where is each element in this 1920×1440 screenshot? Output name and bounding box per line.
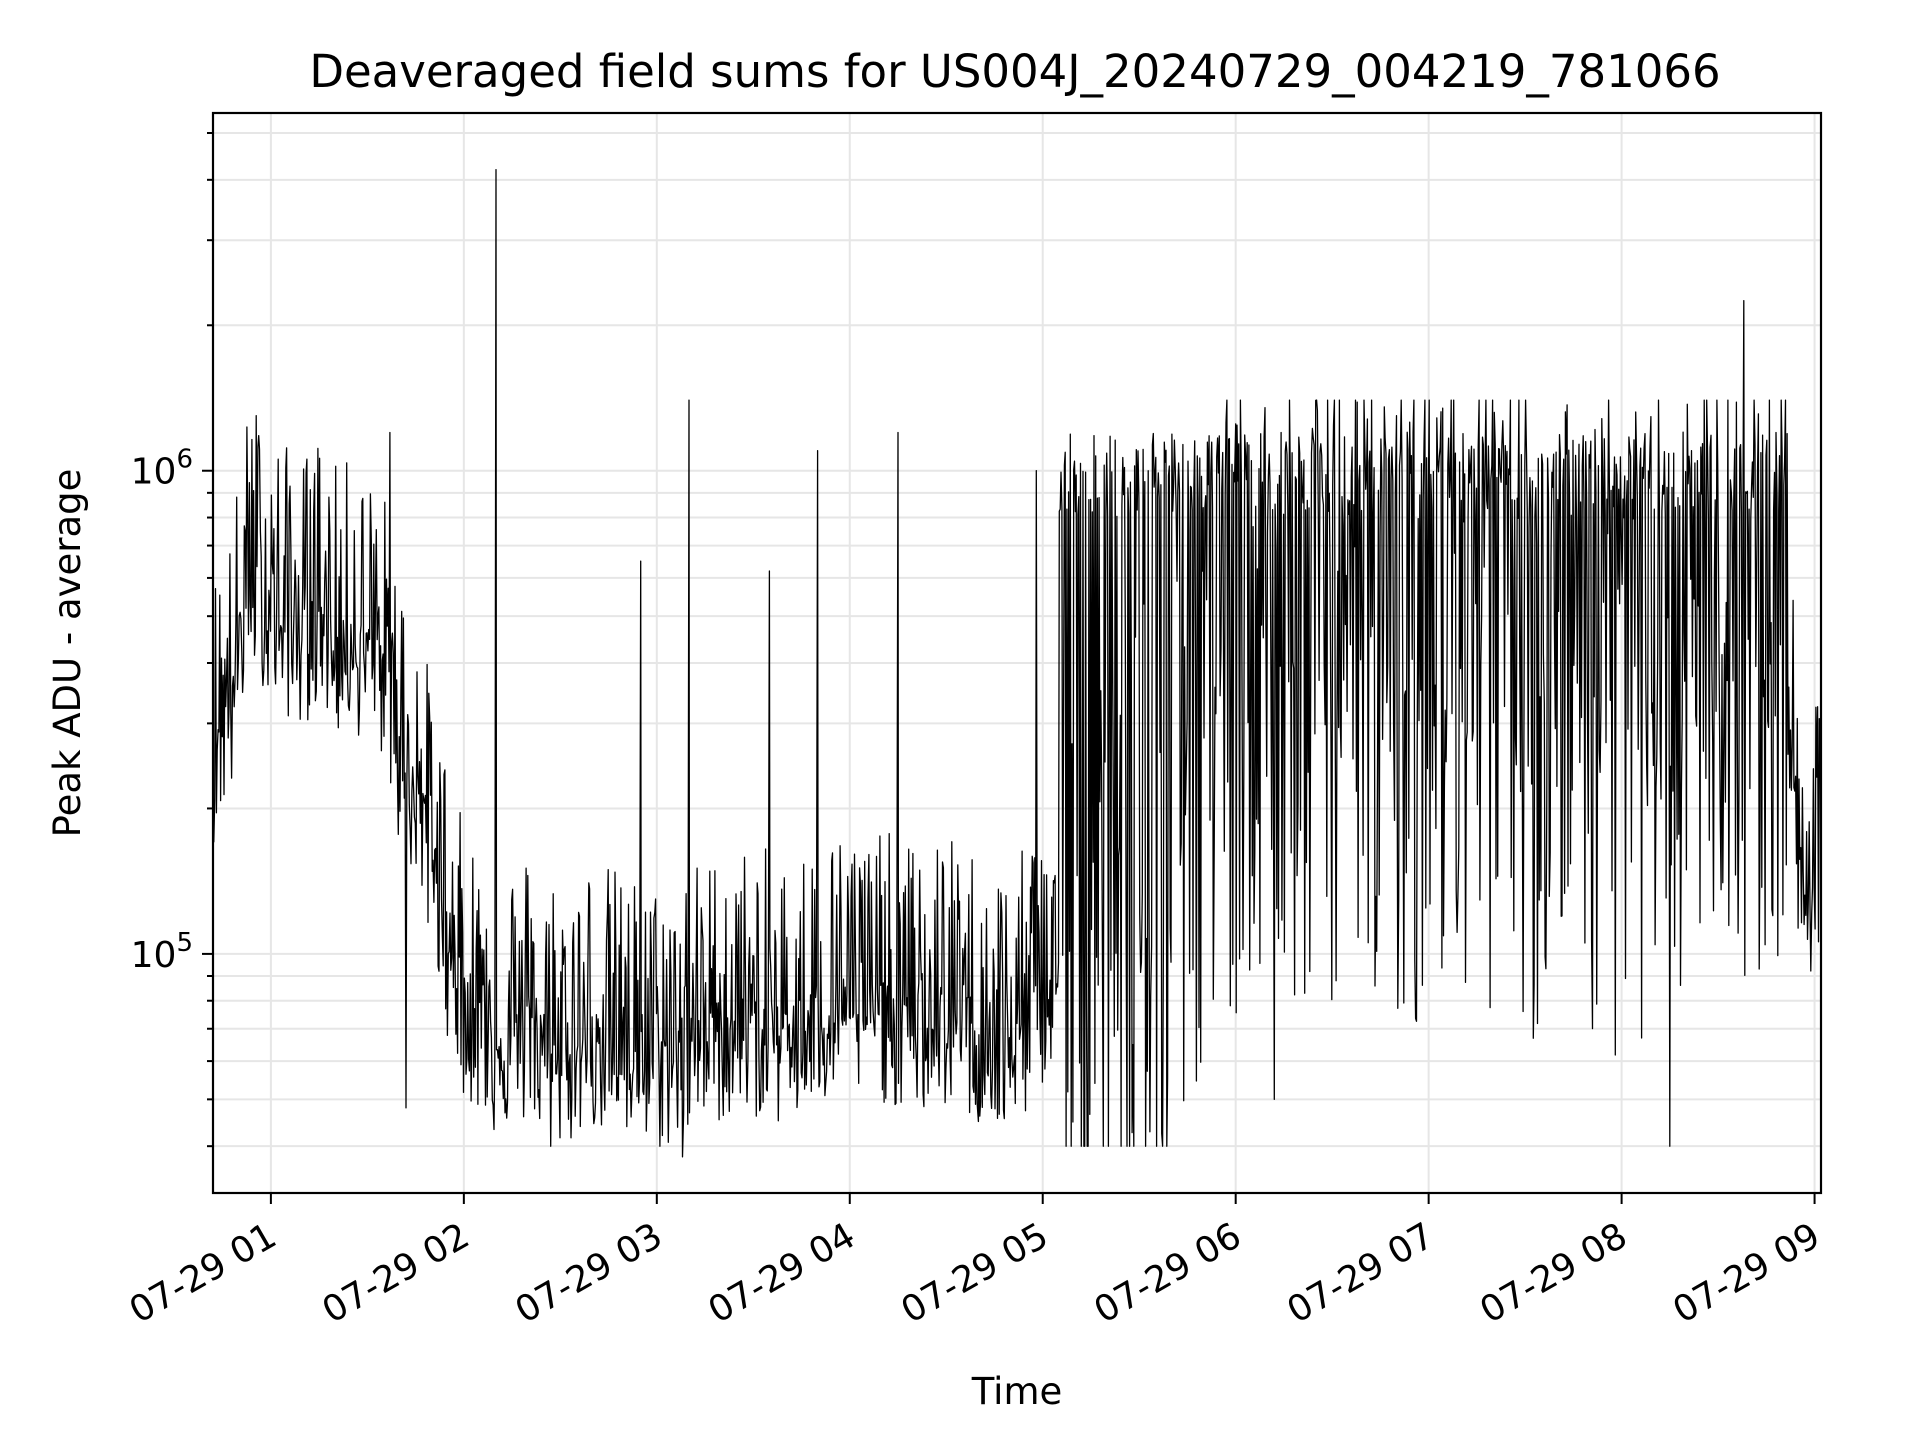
y-tick-label: 105 [131,928,193,976]
series-line-group [212,168,1822,1158]
x-axis-label: Time [971,1370,1063,1413]
series-line [212,168,1822,1158]
plot-frame [211,111,1823,1195]
y-tick-label: 106 [131,445,193,493]
y-axis-label: Peak ADU - average [46,469,89,838]
chart-title: Deaveraged field sums for US004J_2024072… [309,45,1720,98]
